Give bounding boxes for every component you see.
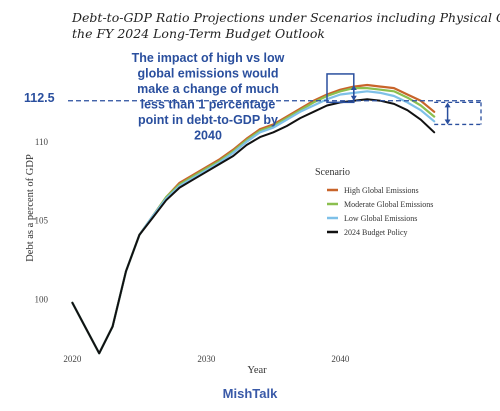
x-tick-label: 2020 xyxy=(63,354,82,364)
x-tick-label: 2030 xyxy=(197,354,216,364)
y-axis-label: Debt as a percent of GDP xyxy=(25,154,36,262)
y-tick-label: 105 xyxy=(35,216,49,226)
y-tick-label: 100 xyxy=(35,295,49,305)
annotation-text: The impact of high vs low global emission… xyxy=(132,51,285,143)
legend-label: Low Global Emissions xyxy=(344,214,417,223)
series-lines xyxy=(71,83,436,355)
annotation-line: less than 1 percentage xyxy=(141,98,276,112)
annotation-line: The impact of high vs low xyxy=(132,51,285,65)
watermark: MishTalk xyxy=(223,386,278,401)
highlight-marks xyxy=(68,73,482,126)
gap-arrow-2047-head-down xyxy=(444,119,451,125)
gap-arrow-2040-head-up xyxy=(350,84,357,90)
legend-label: High Global Emissions xyxy=(344,186,419,195)
legend: Scenario High Global Emissions Moderate G… xyxy=(315,167,433,237)
y-tick-label: 110 xyxy=(35,137,49,147)
legend-label: Moderate Global Emissions xyxy=(344,200,433,209)
annotation-line: point in debt-to-GDP by xyxy=(138,113,278,127)
x-tick-label: 2040 xyxy=(331,354,350,364)
annotation-line: 2040 xyxy=(194,129,222,143)
callout-value-label: 112.5 xyxy=(24,91,55,105)
x-axis-ticks: 2020 2030 2040 xyxy=(63,354,350,364)
chart-title-line-1: Debt-to-GDP Ratio Projections under Scen… xyxy=(71,10,500,25)
gap-arrow-2040-head-down xyxy=(350,95,357,101)
legend-title: Scenario xyxy=(315,167,350,178)
annotation-line: make a change of much xyxy=(137,82,279,96)
y-axis-ticks: 100 105 110 xyxy=(35,137,49,305)
x-axis-label: Year xyxy=(247,365,267,376)
annotation-line: global emissions would xyxy=(138,67,279,81)
legend-label: 2024 Budget Policy xyxy=(344,228,408,237)
gap-arrow-2047-head-up xyxy=(444,102,451,108)
series-line-2024-budget-policy xyxy=(71,98,436,355)
chart-title-line-2: the FY 2024 Long-Term Budget Outlook xyxy=(72,26,325,41)
